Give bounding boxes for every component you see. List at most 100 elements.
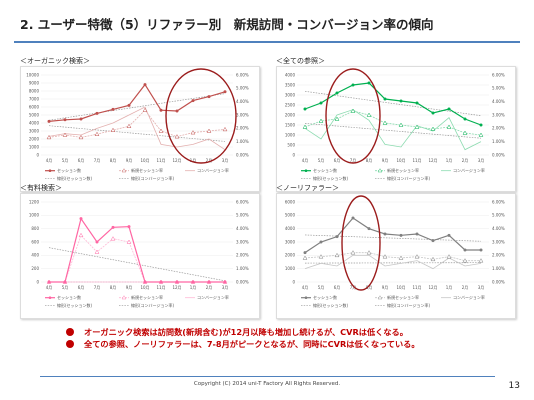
legend-label: 新規セッション率 (387, 294, 419, 300)
y-tick-left: 2500 (285, 102, 296, 107)
point-new-sessions (46, 134, 52, 140)
y-tick-right: 4.00% (236, 99, 249, 104)
chart-box-organic: 0 1000 2000 3000 4000 5000 6000 7000 8000 9000 100… (20, 66, 260, 192)
y-tick-right: 3.00% (492, 112, 505, 117)
x-tick: 1月 (190, 158, 197, 163)
legend-label: コンバージョン率 (197, 167, 229, 173)
legend-label: 線形(コンバージョン率) (387, 302, 430, 308)
y-tick-right: 1.00% (236, 139, 249, 144)
point-new-sessions (334, 116, 340, 121)
trendline-cvr (48, 125, 226, 142)
y-tick-right: 4.00% (492, 226, 505, 231)
point-sessions (63, 280, 67, 284)
series-line-new-sessions (304, 110, 482, 136)
series-line-sessions (304, 82, 482, 126)
point-sessions (415, 101, 419, 105)
x-tick: 4月 (46, 158, 53, 163)
x-tick: 10月 (396, 158, 405, 163)
y-tick-right: 0.00% (236, 279, 249, 284)
series-line-sessions (48, 83, 226, 122)
y-tick-left: 0 (36, 152, 39, 157)
point-sessions (319, 101, 323, 105)
x-tick: 9月 (382, 285, 389, 290)
y-tick-left: 7000 (29, 96, 40, 101)
point-sessions (319, 240, 323, 244)
y-tick-left: 4000 (285, 226, 296, 231)
highlight-ellipse (165, 68, 237, 164)
trendline-sessions (48, 247, 226, 282)
legend-marker (48, 296, 52, 299)
highlight-ellipse (341, 195, 381, 291)
point-new-sessions (366, 112, 372, 117)
point-new-sessions (414, 124, 420, 129)
y-tick-right: 5.00% (236, 86, 249, 91)
bullet-item: 全ての参照、ノーリファラーは、7-8月がピークとなるが、同時にCVRは低くなって… (66, 338, 420, 350)
point-new-sessions (206, 128, 212, 133)
point-new-sessions (462, 130, 468, 135)
x-tick: 3月 (222, 158, 229, 163)
legend-marker (121, 168, 127, 173)
point-new-sessions (430, 126, 436, 131)
x-tick: 8月 (366, 285, 373, 290)
y-tick-left: 800 (31, 226, 39, 231)
trendline-sessions (304, 234, 482, 242)
point-sessions (383, 97, 387, 101)
y-tick-right: 4.00% (492, 99, 505, 104)
point-sessions (303, 251, 307, 255)
legend-label: コンバージョン率 (197, 294, 229, 300)
point-new-sessions (190, 130, 196, 135)
x-tick: 12月 (428, 285, 437, 290)
legend-label: セッション数 (313, 294, 337, 300)
y-tick-left: 2000 (29, 136, 40, 141)
x-tick: 7月 (350, 285, 357, 290)
legend-marker (304, 169, 308, 172)
point-new-sessions (142, 107, 148, 112)
x-tick: 3月 (478, 158, 485, 163)
x-tick: 2月 (462, 158, 469, 163)
footer-rule (40, 376, 495, 377)
point-sessions (303, 107, 307, 111)
y-tick-right: 0.00% (492, 152, 505, 157)
x-tick: 8月 (110, 285, 117, 290)
bullet-list: オーガニック検索は訪問数(新規含む)が12月以降も増加し続けるが、CVRは低くな… (66, 326, 420, 350)
y-tick-right: 6.00% (236, 199, 249, 204)
chart-box-paid: 0 200 400 600 800 1000 1200 0.00% 1.00% 2.00% 3.00… (20, 193, 260, 319)
y-tick-left: 5000 (285, 213, 296, 218)
series-line-sessions (49, 217, 225, 283)
point-sessions (127, 103, 131, 107)
y-tick-left: 2000 (285, 112, 296, 117)
point-new-sessions (94, 249, 100, 254)
x-tick: 2月 (206, 158, 213, 163)
point-sessions (159, 108, 163, 112)
y-tick-left: 0 (292, 152, 295, 157)
legend-marker (121, 295, 127, 300)
point-sessions (191, 280, 195, 284)
legend-marker (48, 169, 52, 172)
y-tick-left: 500 (287, 142, 295, 147)
bullet-item: オーガニック検索は訪問数(新規含む)が12月以降も増加し続けるが、CVRは低くな… (66, 326, 420, 338)
chart-box-all-referral: 0 500 1000 1500 2000 2500 3000 3500 4000 0.00% 1.0… (276, 66, 516, 192)
x-tick: 6月 (78, 285, 85, 290)
legend-label: 線形(コンバージョン率) (131, 302, 174, 308)
series-line-new-sessions (48, 109, 226, 138)
point-new-sessions (430, 256, 436, 262)
x-tick: 3月 (478, 285, 485, 290)
chart-title-organic: ＜オーガニック検索＞ (20, 57, 90, 65)
legend-marker (377, 295, 383, 300)
y-tick-left: 5000 (29, 112, 40, 117)
point-new-sessions (446, 124, 452, 129)
point-new-sessions (94, 131, 100, 136)
point-sessions (207, 280, 211, 284)
chart-title-paid: ＜有料検索＞ (20, 184, 62, 192)
chart-title-all-referral: ＜全ての参照＞ (276, 57, 325, 65)
point-sessions (223, 280, 227, 284)
y-tick-right: 1.00% (236, 266, 249, 271)
y-tick-right: 1.00% (492, 139, 505, 144)
legend-label: 線形(コンバージョン率) (131, 175, 174, 181)
point-sessions (479, 248, 483, 252)
chart-title-no-referrer: ＜ノーリファラー＞ (276, 184, 339, 192)
x-tick: 7月 (350, 158, 357, 163)
chart-box-no-referrer: 0 1000 2000 3000 4000 5000 6000 0.00% 1.00% 2.00%… (276, 193, 516, 319)
slide-title: 2. ユーザー特徴（5）リファラー別 新規訪問・コンバージョン率の傾向 (20, 17, 434, 32)
point-sessions (383, 232, 387, 236)
